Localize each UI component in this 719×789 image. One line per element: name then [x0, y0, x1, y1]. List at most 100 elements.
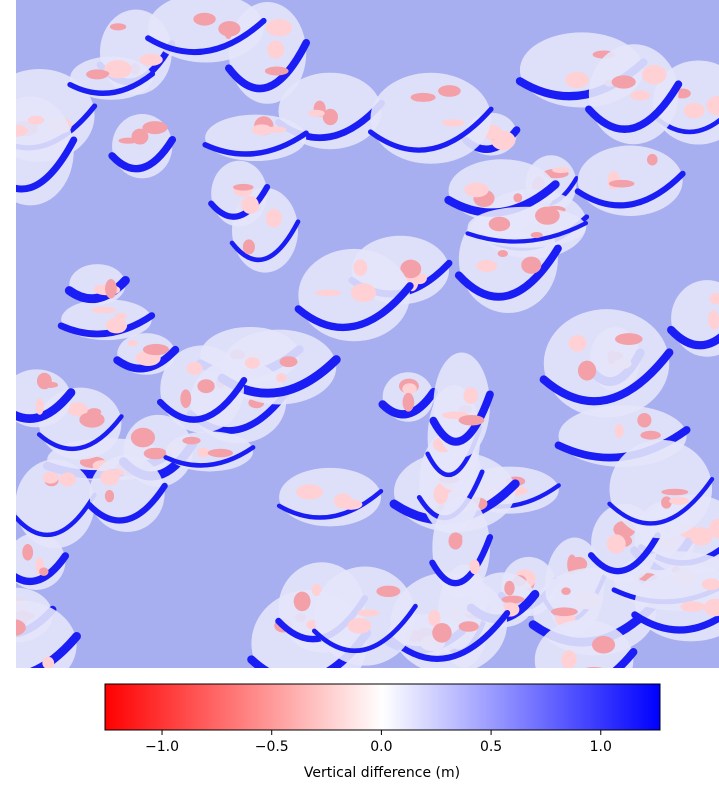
blob-spot — [552, 167, 570, 173]
blob-spot — [131, 129, 148, 145]
terrain-blob — [279, 468, 381, 526]
terrain-blob — [211, 161, 267, 227]
blob-spot — [357, 609, 379, 616]
blob-spot — [464, 183, 488, 198]
chart: Vertical difference (m) −1.0−0.50.00.51.… — [0, 0, 719, 789]
blob-spot — [376, 586, 400, 597]
blob-spot — [630, 90, 650, 100]
blob-spot — [280, 356, 298, 367]
terrain-blob — [383, 372, 434, 421]
terrain-blob — [15, 459, 94, 548]
blob-spot — [347, 618, 371, 634]
blob-spot — [451, 533, 462, 542]
blob-spot — [351, 283, 376, 302]
terrain-blob — [298, 249, 410, 341]
blob-spot — [489, 217, 510, 232]
blob-spot — [578, 361, 596, 381]
blob-spot — [94, 285, 106, 293]
blob-spot — [108, 469, 124, 476]
blob-spot — [535, 207, 560, 225]
blob-spot — [438, 85, 461, 97]
blob-spot — [44, 382, 58, 388]
blob-spot — [182, 437, 200, 445]
colorbar-label: Vertical difference (m) — [304, 765, 460, 781]
terrain-blob — [205, 115, 306, 161]
blob-spot — [607, 534, 626, 553]
blob-spot — [521, 257, 541, 274]
blob-spot — [97, 71, 109, 77]
terrain-blob — [69, 264, 125, 305]
blob-spot — [131, 428, 155, 448]
terrain-blob — [61, 299, 152, 340]
blob-spot — [39, 567, 48, 576]
blob-spot — [197, 379, 214, 393]
blob-spot — [459, 415, 485, 426]
blob-spot — [265, 67, 289, 76]
blob-spot — [561, 650, 577, 669]
blob-spot — [110, 23, 126, 30]
blob-spot — [105, 279, 117, 299]
blob-spot — [615, 424, 624, 438]
blob-spot — [308, 110, 325, 117]
blob-spot — [502, 596, 525, 604]
blob-spot — [42, 657, 54, 669]
blob-spot — [583, 667, 604, 673]
blob-spot — [647, 154, 658, 166]
blob-spot — [498, 250, 508, 257]
terrain-blob — [89, 455, 164, 532]
terrain-blob — [432, 496, 490, 598]
blob-spot — [105, 490, 114, 502]
blob-spot — [459, 621, 479, 631]
blob-spot — [59, 472, 76, 486]
blob-spot — [661, 489, 688, 496]
blob-spot — [2, 619, 26, 636]
blob-spot — [565, 72, 589, 88]
blob-spot — [642, 65, 666, 84]
blob-spot — [252, 124, 272, 135]
blob-spot — [708, 310, 719, 329]
blob-spot — [3, 125, 28, 137]
blob-spot — [139, 54, 162, 66]
terrain-blob — [468, 207, 586, 248]
blob-spot — [266, 19, 292, 36]
colorbar-tick-label: 0.0 — [370, 739, 392, 755]
blob-spot — [79, 412, 104, 428]
blob-spot — [513, 193, 522, 202]
blob-spot — [334, 493, 352, 508]
terrain-blob — [160, 345, 244, 432]
blob-spot — [353, 259, 367, 276]
blob-spot — [245, 357, 260, 368]
blob-spot — [680, 601, 705, 611]
blob-spot — [128, 340, 138, 346]
blob-spot — [442, 119, 465, 126]
blob-spot — [592, 636, 615, 653]
blob-spot — [640, 431, 660, 440]
blob-spot — [294, 592, 311, 612]
blob-spot — [315, 290, 342, 296]
blob-spot — [22, 544, 33, 561]
blob-spot — [180, 389, 191, 408]
blob-spot — [615, 333, 643, 345]
blob-spot — [402, 383, 416, 394]
colorbar-tick-label: −0.5 — [255, 739, 289, 755]
blob-spot — [266, 209, 282, 228]
elevation-difference-map — [0, 0, 719, 701]
blob-spot — [551, 607, 578, 616]
terrain-blob — [370, 73, 491, 164]
blob-spot — [104, 60, 131, 78]
blob-spot — [531, 232, 543, 238]
terrain-blob — [578, 146, 683, 216]
blob-spot — [35, 398, 44, 414]
blob-spot — [469, 559, 479, 574]
blob-spot — [242, 196, 259, 214]
blob-spot — [684, 103, 705, 118]
terrain-blob — [544, 309, 669, 417]
colorbar-tick-label: 0.5 — [480, 739, 502, 755]
terrain-blob — [433, 353, 490, 458]
terrain-blob — [112, 114, 172, 178]
blob-spot — [187, 362, 203, 375]
blob-spot — [612, 75, 636, 88]
blob-spot — [296, 484, 323, 499]
blob-spot — [411, 93, 436, 102]
blob-spot — [106, 318, 127, 334]
